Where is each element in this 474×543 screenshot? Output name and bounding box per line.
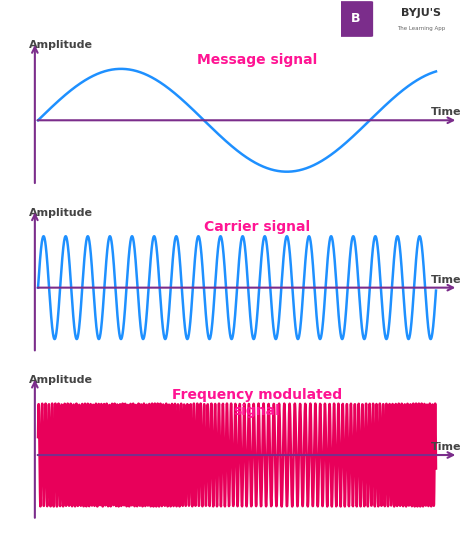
Text: The Learning App: The Learning App <box>397 26 445 31</box>
Text: Amplitude: Amplitude <box>28 208 92 218</box>
FancyBboxPatch shape <box>338 1 373 37</box>
Text: Time: Time <box>431 107 461 117</box>
Text: Amplitude: Amplitude <box>28 375 92 385</box>
FancyBboxPatch shape <box>335 0 474 40</box>
Text: Carrier signal: Carrier signal <box>204 220 310 234</box>
Text: Amplitude: Amplitude <box>28 41 92 50</box>
Text: Time: Time <box>431 275 461 285</box>
Text: B: B <box>351 12 361 25</box>
Text: Message signal: Message signal <box>197 53 317 67</box>
Text: Frequency modulated
signal: Frequency modulated signal <box>172 388 342 418</box>
Text: Time: Time <box>431 442 461 452</box>
Text: BYJU'S: BYJU'S <box>401 8 441 18</box>
